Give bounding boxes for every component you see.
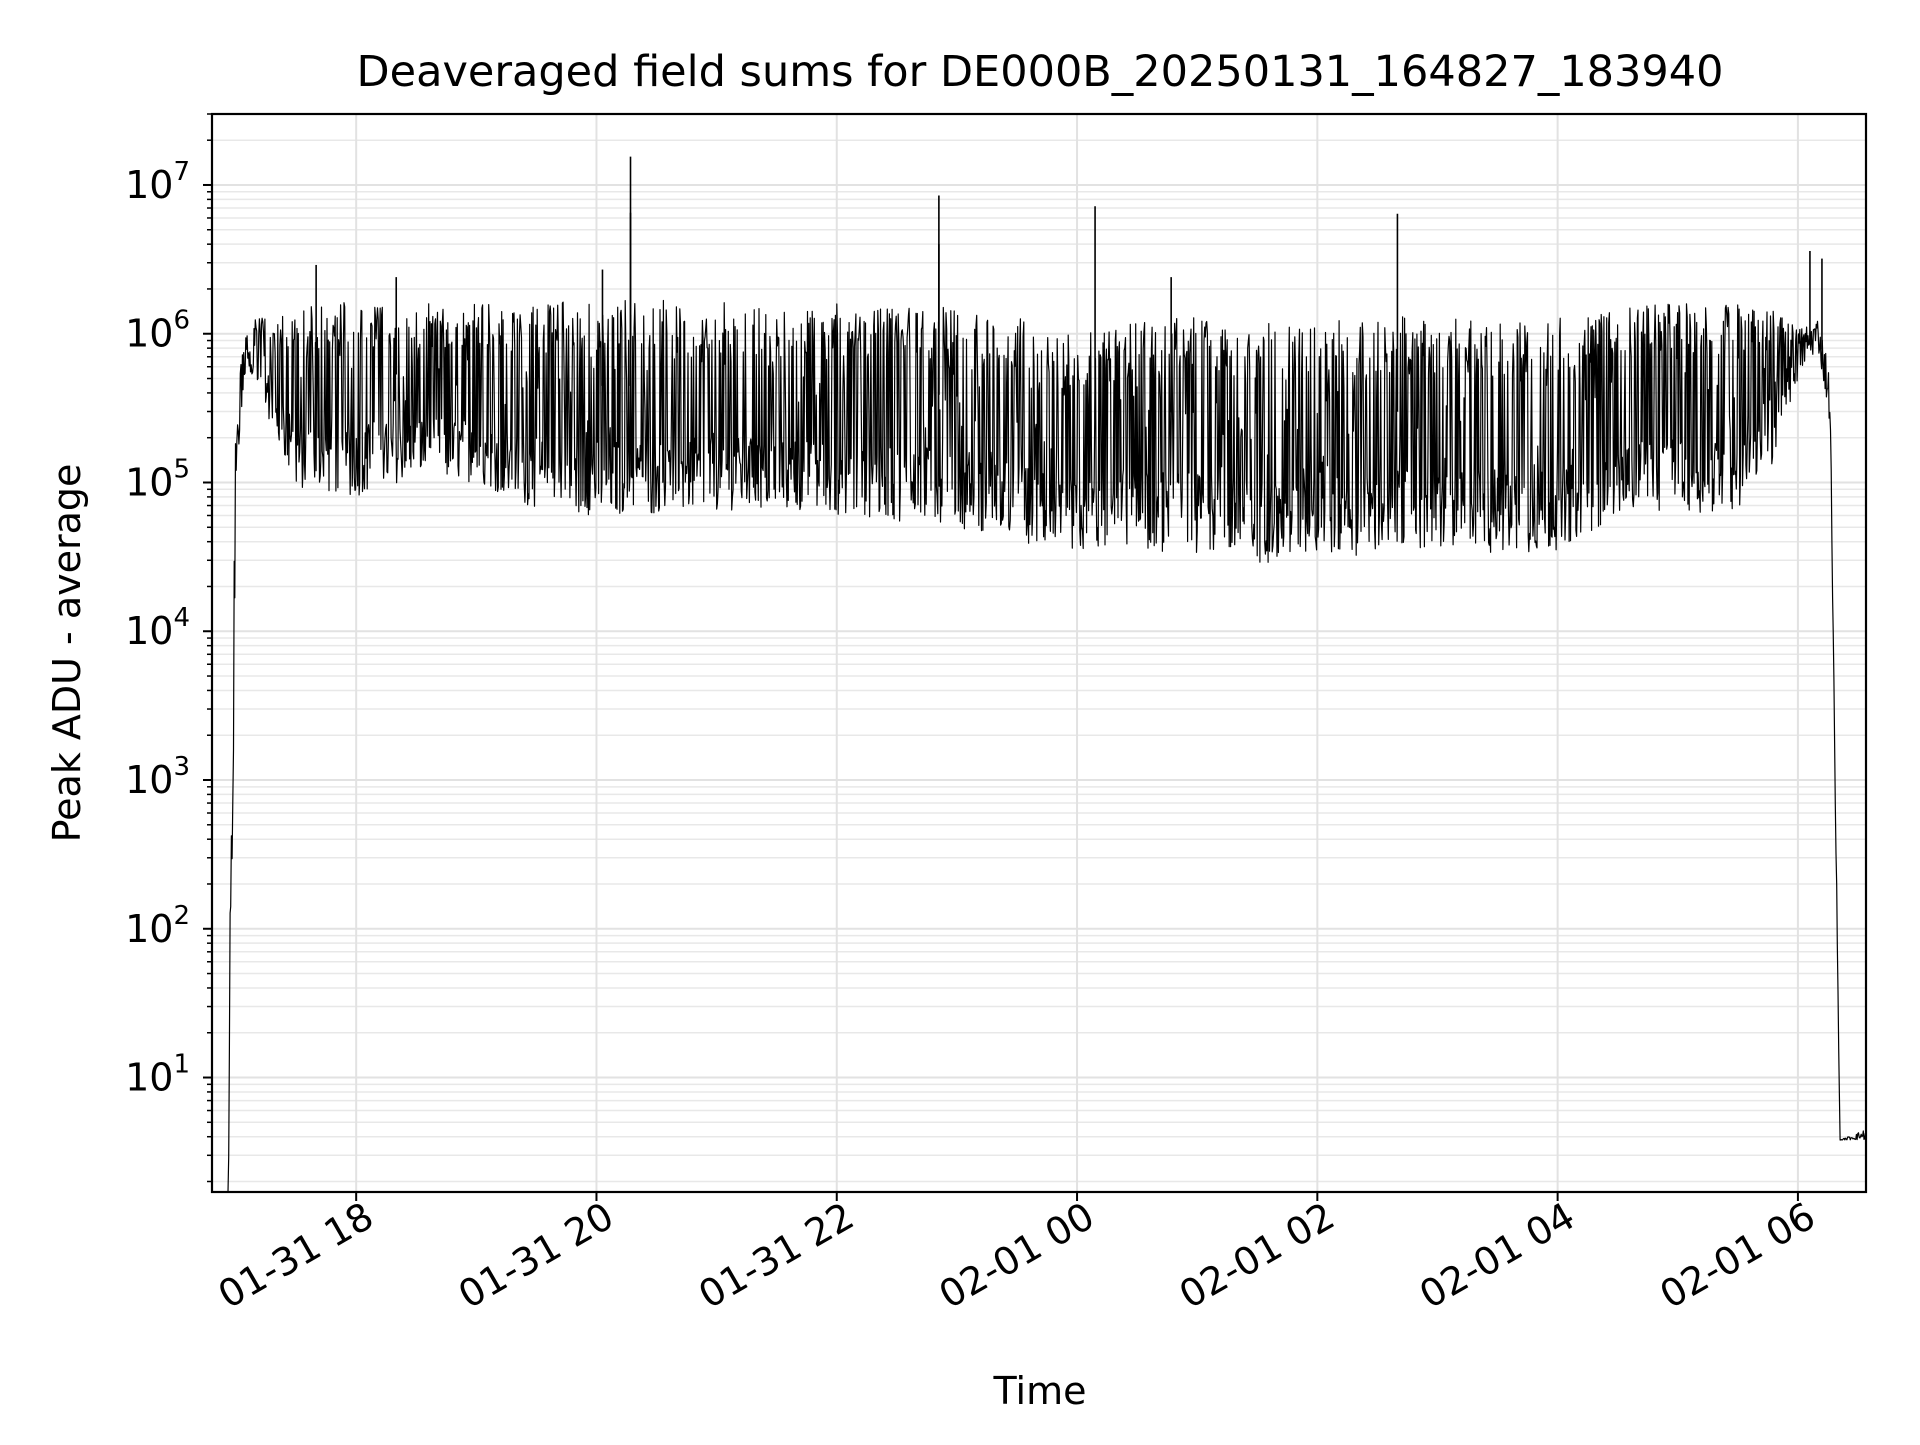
y-tick-label: 101 — [125, 1050, 190, 1100]
x-tick-labels: 01-31 18 01-31 20 01-31 22 02-01 00 02-01 02… — [211, 1194, 1823, 1318]
y-tick-labels: 101 102 103 104 105 106 107 — [125, 157, 190, 1100]
x-tick-label: 02-01 02 — [1172, 1194, 1342, 1318]
series-line — [227, 299, 1867, 1193]
x-tick-label: 01-31 22 — [691, 1194, 861, 1318]
y-tick-label: 106 — [125, 306, 190, 356]
grid — [212, 113, 1866, 1192]
y-tick-label: 107 — [125, 157, 190, 207]
x-tick-label: 02-01 04 — [1412, 1194, 1582, 1318]
ticks — [203, 113, 1799, 1201]
x-tick-label: 02-01 00 — [932, 1194, 1102, 1318]
y-axis-label: Peak ADU - average — [45, 464, 89, 843]
x-tick-label: 01-31 18 — [211, 1194, 381, 1318]
x-tick-label: 01-31 20 — [451, 1194, 621, 1318]
series-layer — [227, 156, 1867, 1193]
chart-title: Deaveraged field sums for DE000B_2025013… — [357, 47, 1724, 97]
x-axis-label: Time — [993, 1369, 1087, 1413]
plot-frame — [210, 112, 1868, 1194]
y-tick-label: 105 — [125, 454, 190, 504]
y-tick-label: 104 — [125, 603, 190, 653]
x-tick-label: 02-01 06 — [1652, 1194, 1822, 1318]
y-tick-label: 102 — [125, 901, 190, 951]
y-tick-label: 103 — [125, 752, 190, 802]
